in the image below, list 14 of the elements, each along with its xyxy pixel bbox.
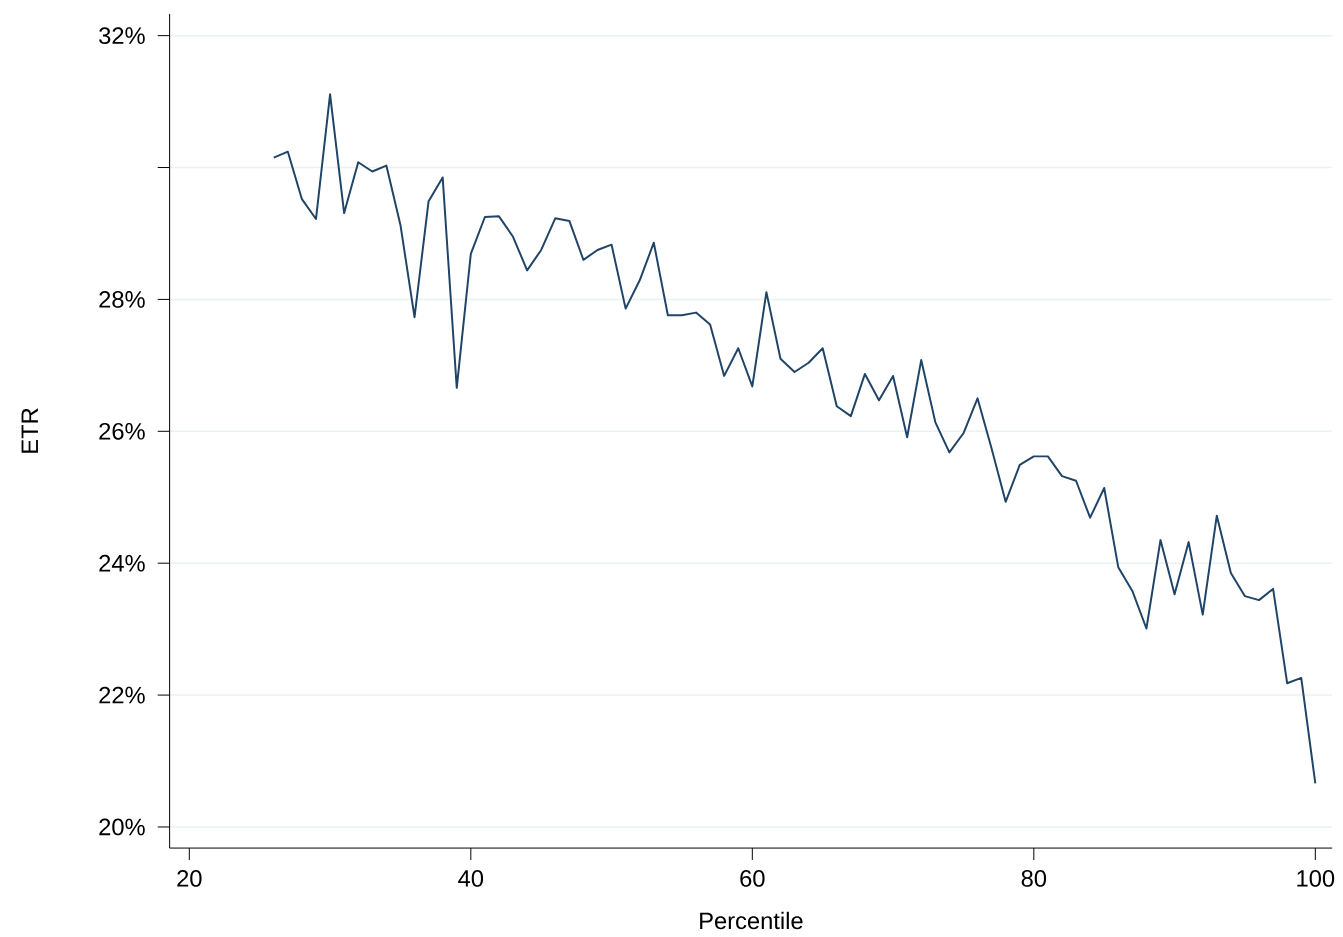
x-axis-title: Percentile — [700, 911, 803, 930]
x-tick-label: 100 — [1297, 870, 1335, 887]
y-tick-label: 20% — [99, 818, 145, 836]
y-tick-label: 32% — [99, 27, 145, 44]
y-tick-label: 22% — [99, 686, 145, 704]
x-tick-label: 20 — [177, 870, 202, 887]
line-series — [272, 93, 1317, 785]
y-tick-label: 24% — [99, 554, 145, 572]
y-tick-label: 26% — [99, 422, 145, 440]
y-tick-label: 28% — [99, 290, 145, 308]
y-axis-title: ETR — [21, 408, 38, 453]
x-tick-label: 40 — [458, 870, 484, 887]
x-tick-label: 80 — [1021, 870, 1047, 887]
x-tick-label: 60 — [740, 870, 765, 887]
